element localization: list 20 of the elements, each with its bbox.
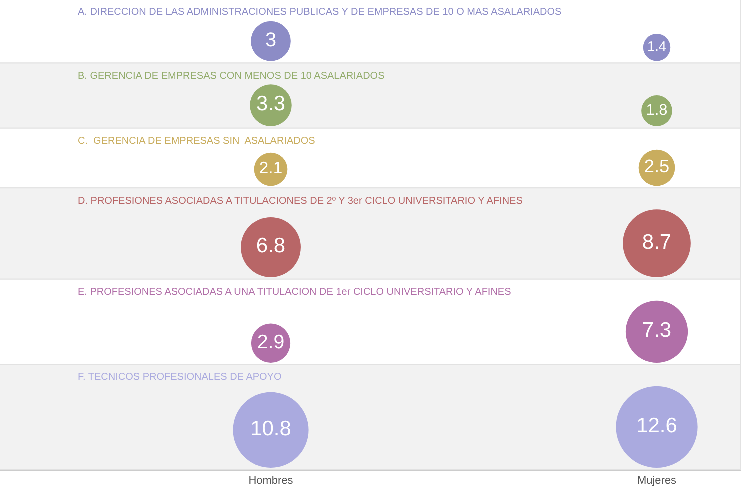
data-label: 6.8 (256, 234, 286, 258)
data-label: 1.8 (646, 102, 668, 119)
text: D. PROFESIONES ASOCIADAS A TITULACIONES DE 2º Y 3er CICLO UNIVERSITARIO Y AFINES (78, 196, 524, 207)
text: B. GERENCIA DE EMPRESAS CON MENOS DE 10 ASALARIADOS (78, 71, 386, 82)
data-label: 2.5 (644, 156, 670, 177)
data-label: 8.7 (642, 230, 672, 254)
data-label: 2.9 (257, 331, 285, 354)
data-label: 7.3 (642, 319, 672, 342)
data-label: 3 (265, 29, 277, 52)
text: E. PROFESIONES ASOCIADAS A UNA TITULACION DE 1er CICLO UNIVERSITARIO Y AFINES (78, 287, 512, 298)
series-label: F. TECNICOS PROFESIONALES DE APOYO (78, 372, 282, 383)
data-label: 10.8 (250, 417, 292, 440)
data-label: 2.1 (259, 158, 283, 178)
data-label: 12.6 (636, 414, 678, 438)
category-label: Mujeres (637, 475, 678, 488)
text: A. DIRECCION DE LAS ADMINISTRACIONES PUBLICAS Y DE EMPRESAS DE 10 O MAS ASALARIADOS (78, 7, 562, 18)
data-label: 3.3 (256, 92, 286, 116)
text: C. GERENCIA DE EMPRESAS SIN ASALARIADOS (78, 136, 316, 147)
data-label: 1.4 (648, 39, 667, 54)
category-label: Hombres (248, 475, 294, 488)
